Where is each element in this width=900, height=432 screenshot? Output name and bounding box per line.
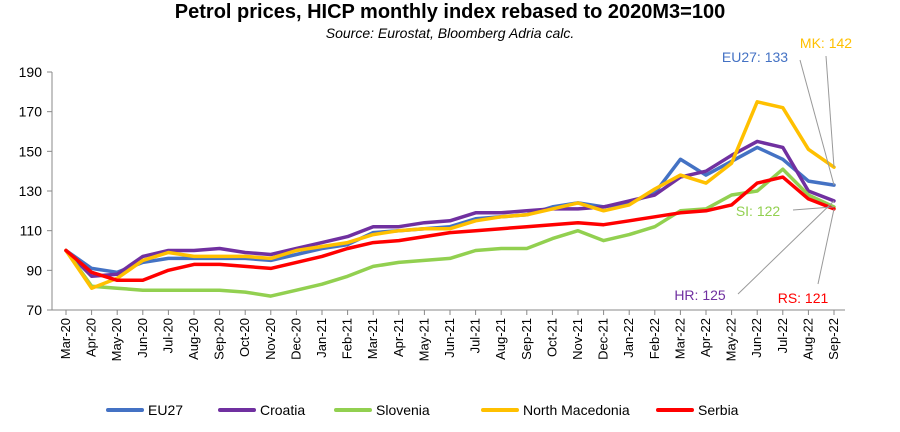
x-tick-label: Apr-20 bbox=[84, 318, 99, 357]
x-tick-label: Aug-22 bbox=[800, 318, 815, 360]
annotation-rs: RS: 121 bbox=[778, 290, 829, 306]
x-tick-label: Aug-20 bbox=[186, 318, 201, 360]
x-tick-label: Oct-21 bbox=[544, 318, 559, 357]
x-tick-label: Mar-20 bbox=[58, 318, 73, 359]
legend-label-croatia: Croatia bbox=[260, 402, 305, 418]
y-tick-label: 150 bbox=[19, 143, 43, 159]
x-tick-label: Dec-21 bbox=[596, 318, 611, 360]
y-tick-label: 170 bbox=[19, 104, 43, 120]
x-tick-label: Mar-22 bbox=[672, 318, 687, 359]
axes: 70 90 110 130 150 170 190 Mar-20 Apr-20 May-20 Jun… bbox=[19, 64, 845, 361]
x-tick-label: Nov-20 bbox=[263, 318, 278, 360]
series-line-slovenia bbox=[64, 167, 836, 298]
x-tick-label: Sep-22 bbox=[826, 318, 841, 360]
x-tick-label: May-21 bbox=[416, 318, 431, 361]
chart-title: Petrol prices, HICP monthly index rebase… bbox=[174, 1, 726, 23]
annotation-leader-line bbox=[817, 208, 835, 285]
legend-label-north-macedonia: North Macedonia bbox=[523, 402, 630, 418]
x-tick-label: Jan-22 bbox=[621, 318, 636, 358]
x-tick-label: Jul-21 bbox=[468, 318, 483, 353]
annotation-eu27: EU27: 133 bbox=[722, 49, 788, 65]
x-tick-label: May-22 bbox=[724, 318, 739, 361]
series-line-north-macedonia bbox=[64, 100, 836, 290]
x-tick-label: Mar-21 bbox=[365, 318, 380, 359]
x-tick-label: Feb-22 bbox=[647, 318, 662, 359]
y-tick-label: 70 bbox=[26, 302, 42, 318]
series-line-serbia bbox=[64, 175, 836, 283]
x-tick-label: Dec-20 bbox=[288, 318, 303, 360]
x-tick-label: May-20 bbox=[109, 318, 124, 361]
x-tick-label: Jul-20 bbox=[160, 318, 175, 353]
y-tick-label: 190 bbox=[19, 64, 43, 80]
x-tick-label: Jan-21 bbox=[314, 318, 329, 358]
x-tick-label: Feb-21 bbox=[340, 318, 355, 359]
y-tick-label: 90 bbox=[26, 262, 42, 278]
annotation-leader-line bbox=[799, 59, 835, 186]
x-tick-label: Apr-21 bbox=[391, 318, 406, 357]
x-tick-label: Jul-22 bbox=[775, 318, 790, 353]
annotation-mk: MK: 142 bbox=[800, 35, 852, 51]
annotation-leader-line bbox=[825, 55, 835, 168]
legend: EU27 Croatia Slovenia North Macedonia Serbia bbox=[106, 402, 739, 418]
annotation-hr: HR: 125 bbox=[674, 287, 726, 303]
annotation-layer: EU27: 133 MK: 142 SI: 122 HR: 125 RS: 121 bbox=[674, 35, 852, 306]
legend-label-slovenia: Slovenia bbox=[376, 402, 430, 418]
x-tick-label: Jun-21 bbox=[442, 318, 457, 358]
x-tick-label: Jun-20 bbox=[135, 318, 150, 358]
annotation-leader-line bbox=[737, 200, 835, 295]
x-tick-label: Apr-22 bbox=[698, 318, 713, 357]
x-tick-label: Sep-21 bbox=[519, 318, 534, 360]
x-tick-label: Nov-21 bbox=[570, 318, 585, 360]
series-line-eu27 bbox=[64, 145, 836, 275]
x-tick-label: Jun-22 bbox=[749, 318, 764, 358]
series-line-croatia bbox=[64, 139, 836, 279]
legend-label-eu27: EU27 bbox=[148, 402, 183, 418]
annotation-si: SI: 122 bbox=[736, 203, 781, 219]
x-tick-label: Aug-21 bbox=[493, 318, 508, 360]
x-tick-label: Oct-20 bbox=[237, 318, 252, 357]
legend-label-serbia: Serbia bbox=[698, 402, 739, 418]
chart-subtitle: Source: Eurostat, Bloomberg Adria calc. bbox=[325, 25, 575, 41]
series-layer bbox=[64, 100, 836, 298]
y-tick-label: 110 bbox=[20, 223, 43, 239]
x-tick-label: Sep-20 bbox=[212, 318, 227, 360]
y-tick-label: 130 bbox=[19, 183, 43, 199]
